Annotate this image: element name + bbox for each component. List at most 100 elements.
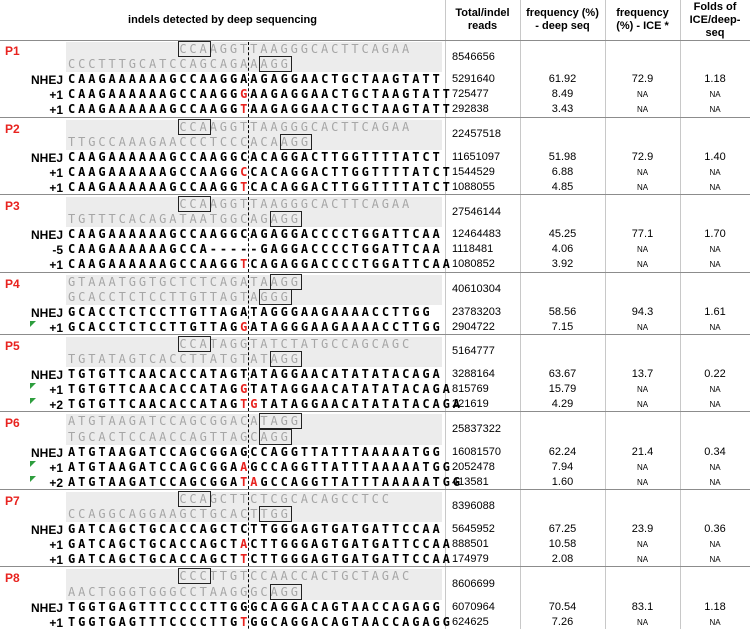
row-label: NHEJ xyxy=(30,73,63,88)
row-label: +1 xyxy=(49,320,63,335)
ice: NA xyxy=(636,555,649,565)
folds: NA xyxy=(709,540,721,550)
sequence-segment: GCACCTCTCCTTGTTAGTA xyxy=(68,289,261,304)
freq: 67.25 xyxy=(548,523,577,536)
folds: NA xyxy=(709,477,721,487)
reference-sequence: CCAGCTTCTCGCACAGCCTCC xyxy=(178,490,392,507)
freq: 8.49 xyxy=(551,88,574,101)
group-label: P7 xyxy=(5,493,20,508)
ice: NA xyxy=(636,540,649,550)
sequence: ATGTAAGATCCAGCGGATAGCCAGGTTATTTAAAAATGG xyxy=(68,475,463,490)
boxed-segment: AGG xyxy=(269,273,302,290)
cut-site xyxy=(248,569,250,629)
reference-sequence: TGCACTCCAACCAGTTAGCAGG xyxy=(68,428,292,445)
group-divider xyxy=(0,194,750,195)
folds: NA xyxy=(709,245,721,255)
freq: 51.98 xyxy=(548,150,577,163)
reference-shade xyxy=(66,42,442,73)
cut-site xyxy=(248,336,250,412)
column-divider xyxy=(680,0,681,629)
total-reads: 22457518 xyxy=(452,128,501,141)
boxed-segment: AGG xyxy=(269,583,302,600)
ice: 72.9 xyxy=(631,150,654,163)
total-reads: 8606699 xyxy=(452,577,495,590)
folds: 1.18 xyxy=(704,73,726,86)
cut-site xyxy=(248,197,250,272)
sequence-segment: C xyxy=(240,164,251,179)
freq: 6.88 xyxy=(551,165,574,178)
folds: NA xyxy=(709,182,721,192)
sequence: CAAGAAAAAAGCCAAGGTCAGAGGACCCCTGGATTCAA xyxy=(68,257,453,272)
reference-shade xyxy=(66,197,442,228)
freq: 4.29 xyxy=(551,398,574,411)
folds: NA xyxy=(709,462,721,472)
freq: 3.92 xyxy=(551,258,574,271)
group-label: P2 xyxy=(5,121,20,136)
reference-sequence: CCCTTTGCATCCAGCAGAAAGG xyxy=(68,56,292,73)
total-reads: 25837322 xyxy=(452,422,501,435)
row-label: NHEJ xyxy=(30,228,63,243)
folds: NA xyxy=(709,260,721,270)
freq: 63.67 xyxy=(548,368,577,381)
group-divider xyxy=(0,411,750,413)
sequence-segment: TATAGGAACATATATACAGA xyxy=(250,382,453,397)
sequence-segment: TGGTGAGTTTCCCCTTG xyxy=(68,614,241,629)
boxed-segment: CCA xyxy=(178,118,211,135)
sequence-segment: T xyxy=(240,257,251,272)
cut-site xyxy=(248,414,250,489)
reads: 23783203 xyxy=(452,305,501,318)
boxed-segment: CCA xyxy=(178,41,211,57)
column-header: frequency (%) - ICE * xyxy=(616,7,669,32)
group-label: P1 xyxy=(5,44,20,58)
reads: 1080852 xyxy=(452,258,495,271)
row-label: NHEJ xyxy=(30,305,63,320)
group-label: P3 xyxy=(5,199,20,213)
sequence-segment: TA xyxy=(240,474,261,489)
ice: 13.7 xyxy=(631,368,654,381)
row-label: +1 xyxy=(49,615,63,629)
sequence: GCACCTCTCCTTGTTAGGATAGGGAAGAAAACCTTGG xyxy=(68,320,443,335)
reference-shade xyxy=(66,491,442,523)
group-divider xyxy=(0,271,750,273)
row-label: +1 xyxy=(49,460,63,475)
sequence-segment: CCCTTTGCATCCAGCAGAA xyxy=(68,57,261,72)
sequence-segment: TAGGTATCTATGCCAGCAGC xyxy=(209,336,413,351)
row-label: NHEJ xyxy=(30,150,63,165)
sequence: TGTGTTCAACACCATAGTGTATAGGAACATATATACAGA xyxy=(68,397,463,412)
row-label: -5 xyxy=(52,243,63,258)
sequence-segment: ATGTAAGATCCAGCGGACA xyxy=(68,414,261,429)
sequence: ATGTAAGATCCAGCGGAGCCAGGTTATTTAAAAATGG xyxy=(68,445,443,460)
row-label: +1 xyxy=(49,165,63,180)
freq: 7.94 xyxy=(551,460,574,473)
column-divider xyxy=(520,0,521,629)
sequence-segment: G xyxy=(240,319,251,334)
reads: 174979 xyxy=(452,553,489,566)
ice: 83.1 xyxy=(631,600,654,613)
ice: NA xyxy=(636,182,649,192)
sequence-segment: CAAGAAAAAAGCCAAGG xyxy=(68,102,241,117)
row-label: NHEJ xyxy=(30,445,63,460)
sequence-segment: ATGTAAGATCCAGCGGAGCCAGGTTATTTAAAAATGG xyxy=(68,444,443,459)
cut-site xyxy=(248,42,250,117)
sequence: CAAGAAAAAAGCCAAGGCAGAGGACCCCTGGATTCAA xyxy=(68,227,443,242)
sequence-segment: CAAGAAAAAAGCCA-----GAGGACCCCTGGATTCAA xyxy=(68,242,443,257)
sequence-segment: CCAGGCAGGAAGCTGCACT xyxy=(68,507,261,521)
sequence: GCACCTCTCCTTGTTAGATAGGGAAGAAAACCTTGG xyxy=(68,305,433,320)
comment-marker xyxy=(30,320,36,327)
sequence-segment: GTAAATGGTGCTCTCAGATA xyxy=(68,274,271,289)
sequence-segment: TGTGTTCAACACCATAG xyxy=(68,382,241,397)
freq: 10.58 xyxy=(548,538,577,551)
row-label: +1 xyxy=(49,88,63,103)
sequence-segment: CTTGGGAGTGATGATTCCAA xyxy=(250,552,453,567)
freq: 62.24 xyxy=(548,445,577,458)
freq: 7.15 xyxy=(551,320,574,333)
reference-shade xyxy=(66,336,442,368)
sequence-segment: TATAGGAACATATATACAGA xyxy=(260,397,463,412)
sequence-segment: ATGTAAGATCCAGCGGA xyxy=(68,474,241,489)
sequence-segment: GCACCTCTCCTTGTTAGATAGGGAAGAAAACCTTGG xyxy=(68,304,433,319)
sequence-segment: GCCAGGTTATTTAAAAATGG xyxy=(250,459,453,474)
folds: 0.34 xyxy=(704,445,726,458)
folds: 0.22 xyxy=(704,368,726,381)
sequence: TGTGTTCAACACCATAGTATAGGAACATATATACAGA xyxy=(68,367,443,382)
sequence-segment: TGTTTCACAGATAATGGCAG xyxy=(68,212,271,227)
